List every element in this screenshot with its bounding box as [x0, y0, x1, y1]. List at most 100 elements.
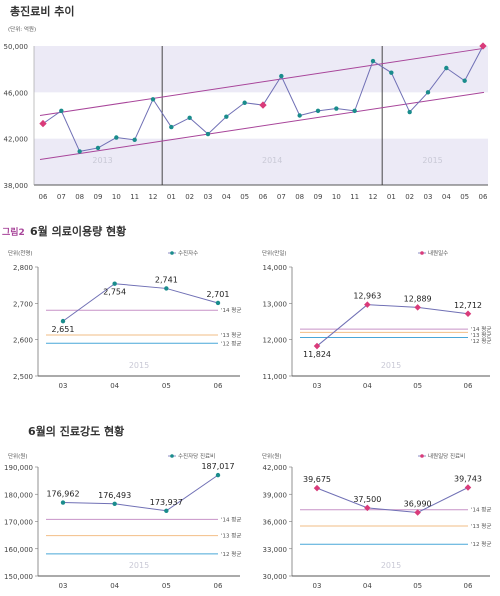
x-tick-label: 11: [350, 193, 359, 201]
data-point: [389, 70, 394, 75]
x-tick-label: 07: [57, 193, 66, 201]
x-tick-label: 03: [204, 193, 213, 201]
year-label: 2014: [262, 156, 282, 165]
y-tick-label: 39,000: [263, 491, 288, 499]
average-label: '12 평균: [471, 541, 491, 548]
x-tick-label: 06: [214, 382, 223, 390]
y-tick-label: 30,000: [263, 573, 288, 581]
x-tick-label: 03: [313, 382, 322, 390]
legend-marker: [420, 251, 424, 255]
x-tick-label: 12: [369, 193, 378, 201]
average-label: '12 평균: [221, 551, 241, 558]
x-tick-label: 04: [222, 193, 231, 201]
y-tick-label: 2,500: [13, 373, 33, 381]
x-tick-label: 03: [313, 582, 322, 590]
y-tick-label: 2,600: [13, 337, 33, 345]
y-tick-label: 36,000: [263, 519, 288, 527]
x-tick-label: 04: [110, 382, 119, 390]
legend-marker: [420, 454, 424, 458]
data-point-june: [259, 101, 267, 109]
x-tick-label: 06: [214, 582, 223, 590]
y-tick-label: 180,000: [4, 491, 33, 499]
data-label: 176,493: [98, 491, 131, 500]
x-tick-label: 04: [110, 582, 119, 590]
data-label: 12,712: [454, 301, 482, 310]
trend-upper: [39, 47, 485, 116]
data-point: [297, 113, 302, 118]
legend-marker: [170, 251, 174, 255]
data-label: 2,701: [207, 290, 230, 299]
x-tick-label: 08: [295, 193, 304, 201]
data-point: [169, 124, 174, 130]
y-tick-label: 160,000: [4, 546, 33, 554]
y-tick-label: 50,000: [4, 43, 29, 51]
x-tick-label: 10: [332, 193, 341, 201]
y-tick-label: 46,000: [4, 89, 29, 97]
data-point: [352, 108, 357, 114]
band-38000-42000: [34, 138, 488, 185]
data-label: 12,963: [353, 292, 381, 301]
chart-visit-days: 단위(만일) 내원일수 11,000 12,000 13,000 14,000 '14 평균…: [262, 249, 491, 390]
x-tick-label: 05: [413, 582, 422, 590]
x-tick-label: 06: [464, 382, 473, 390]
data-point: [407, 109, 412, 115]
x-tick-label: 10: [112, 193, 121, 201]
data-label: 173,937: [150, 498, 183, 507]
year-label: 2015: [422, 156, 442, 165]
data-point: [364, 301, 371, 308]
data-point: [313, 342, 321, 350]
chart-patients: 단위(천명) 수진자수 2,500 2,600 2,700 2,800 '14 평균 '13 …: [8, 249, 241, 390]
data-point: [334, 106, 339, 111]
average-label: '12 평균: [471, 338, 491, 345]
average-label: '14 평균: [471, 507, 491, 514]
y-tick-label: 11,000: [263, 373, 288, 381]
data-label: 12,889: [404, 294, 432, 303]
data-label: 39,675: [303, 475, 331, 484]
chart-cost-per-patient: 단위(원) 수진자당 진료비 150,000 160,000 170,000 180,00…: [4, 452, 241, 590]
data-label: 36,990: [404, 500, 432, 509]
data-point: [112, 281, 117, 286]
band-46000-50000: [34, 46, 488, 93]
y-tick-label: 12,000: [263, 337, 288, 345]
average-label: '14 평균: [471, 326, 491, 333]
y-tick-label: 38,000: [4, 182, 29, 190]
x-tick-label: 08: [75, 193, 84, 201]
x-tick-label: 05: [460, 193, 469, 201]
y-tick-label: 14,000: [263, 264, 288, 272]
average-label: '12 평균: [221, 340, 241, 347]
x-tick-label: 03: [424, 193, 433, 201]
year-label: 2015: [381, 561, 401, 570]
data-point: [364, 504, 371, 512]
data-point: [464, 484, 472, 491]
data-label: 2,754: [103, 288, 126, 297]
x-tick-label: 04: [363, 582, 372, 590]
data-point: [224, 114, 229, 119]
data-point-june: [479, 42, 487, 50]
data-point: [279, 73, 284, 79]
data-point: [164, 508, 169, 513]
y-tick-label: 33,000: [263, 546, 288, 554]
data-point: [59, 108, 64, 114]
average-label: '13 평균: [471, 523, 491, 530]
data-point: [464, 310, 472, 318]
data-point: [370, 58, 376, 64]
data-point: [114, 135, 119, 140]
data-point: [414, 304, 421, 311]
x-tick-label: 09: [314, 193, 323, 201]
y-tick-label: 190,000: [4, 464, 33, 472]
data-point: [215, 472, 221, 478]
data-point-june: [39, 119, 47, 128]
unit-label: 단위(원): [8, 452, 27, 460]
x-tick-label: 06: [479, 193, 488, 201]
title-medical-usage: 6월 의료이용량 현황: [30, 224, 126, 238]
average-label: '13 평균: [221, 533, 241, 540]
data-label: 39,743: [454, 475, 482, 484]
legend-label: 수진자수: [178, 249, 198, 257]
x-tick-label: 04: [363, 382, 372, 390]
x-tick-label: 03: [59, 582, 68, 590]
x-tick-label: 02: [185, 193, 194, 201]
legend-label: 내원일당 진료비: [428, 452, 465, 460]
data-label: 11,824: [303, 350, 331, 359]
data-point: [164, 286, 169, 291]
unit-label: 단위(천명): [8, 249, 33, 257]
